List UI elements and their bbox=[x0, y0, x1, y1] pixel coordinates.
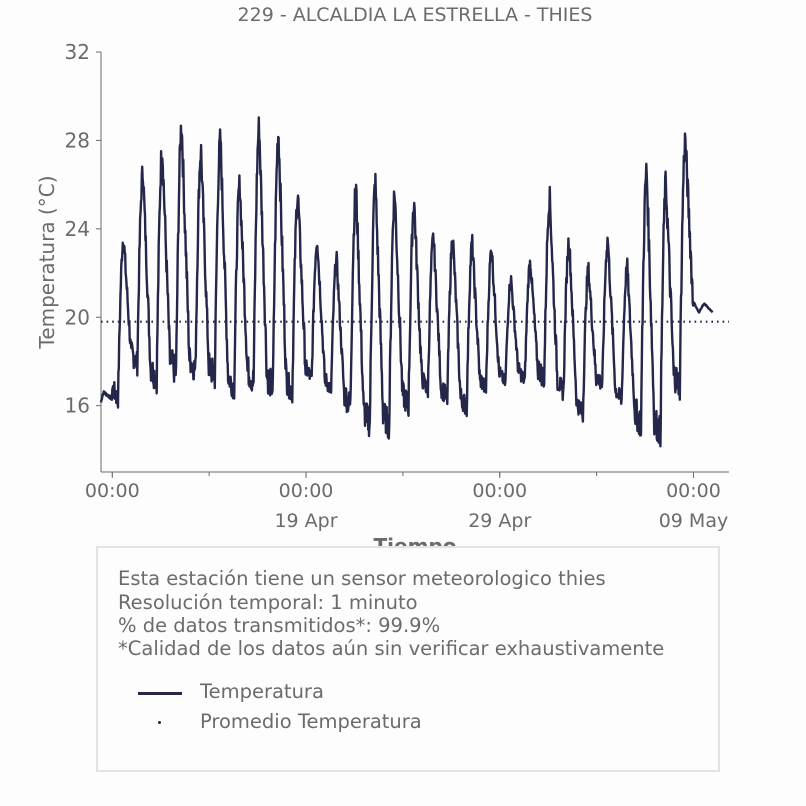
y-axis-label: Temperatura (°C) bbox=[35, 175, 59, 349]
temperature-chart: 229 - ALCALDIA LA ESTRELLA - THIES 16 20 2… bbox=[35, 4, 729, 558]
x-tick-label: 00:00 bbox=[472, 480, 527, 502]
legend-line-icon bbox=[138, 692, 182, 695]
legend-label-temperatura: Temperatura bbox=[200, 680, 324, 703]
info-line-sensor: Esta estación tiene un sensor meteorolog… bbox=[118, 567, 606, 590]
y-axis: 16 20 24 28 32 bbox=[65, 40, 102, 472]
x-tick-label: 00:00 bbox=[279, 480, 334, 502]
info-line-quality-note: *Calidad de los datos aún sin verificar … bbox=[118, 637, 665, 660]
x-tick-label: 00:00 bbox=[85, 480, 140, 502]
chart-title: 229 - ALCALDIA LA ESTRELLA - THIES bbox=[238, 4, 593, 26]
info-line-transmission: % de datos transmitidos*: 99.9% bbox=[118, 614, 441, 637]
y-tick-label: 24 bbox=[65, 217, 90, 241]
legend-label-promedio: Promedio Temperatura bbox=[200, 710, 422, 733]
x-tick-date-label: 29 Apr bbox=[468, 510, 531, 532]
y-tick-label: 28 bbox=[65, 128, 90, 152]
x-tick-date-label: 09 May bbox=[659, 510, 729, 532]
info-line-resolution: Resolución temporal: 1 minuto bbox=[118, 591, 418, 614]
y-tick-label: 20 bbox=[65, 305, 90, 329]
x-axis: 00:00 00:00 19 Apr 00:00 29 Apr 00:00 09 May bbox=[85, 471, 729, 532]
info-box: Esta estación tiene un sensor meteorolog… bbox=[96, 546, 720, 772]
y-tick-label: 16 bbox=[65, 394, 90, 418]
y-tick-label: 32 bbox=[65, 40, 90, 64]
temperature-series-line bbox=[99, 116, 714, 448]
legend-dot-icon bbox=[158, 721, 161, 724]
x-tick-label: 00:00 bbox=[666, 480, 721, 502]
x-tick-date-label: 19 Apr bbox=[274, 510, 337, 532]
series-layer bbox=[99, 116, 729, 448]
